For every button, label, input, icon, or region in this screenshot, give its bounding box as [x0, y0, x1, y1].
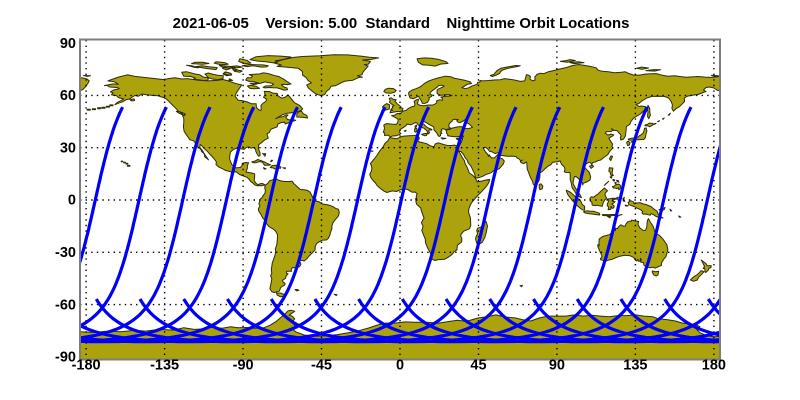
svg-text:0: 0 [396, 357, 404, 373]
svg-text:45: 45 [470, 357, 486, 373]
svg-text:60: 60 [60, 88, 76, 104]
svg-text:-135: -135 [150, 357, 179, 373]
svg-text:-30: -30 [55, 245, 76, 261]
svg-text:-60: -60 [55, 297, 76, 313]
svg-text:180: 180 [702, 357, 726, 373]
svg-text:-45: -45 [311, 357, 332, 373]
svg-text:90: 90 [549, 357, 565, 373]
svg-text:90: 90 [60, 36, 76, 52]
svg-text:2021-06-05 Version: 5.00 S: 2021-06-05 Version: 5.00 Standard Nightt… [173, 16, 630, 32]
svg-text:0: 0 [68, 193, 76, 209]
svg-text:-90: -90 [55, 350, 76, 366]
svg-text:30: 30 [60, 140, 76, 156]
svg-text:-90: -90 [233, 357, 254, 373]
svg-text:-180: -180 [72, 357, 101, 373]
svg-text:135: 135 [623, 357, 647, 373]
